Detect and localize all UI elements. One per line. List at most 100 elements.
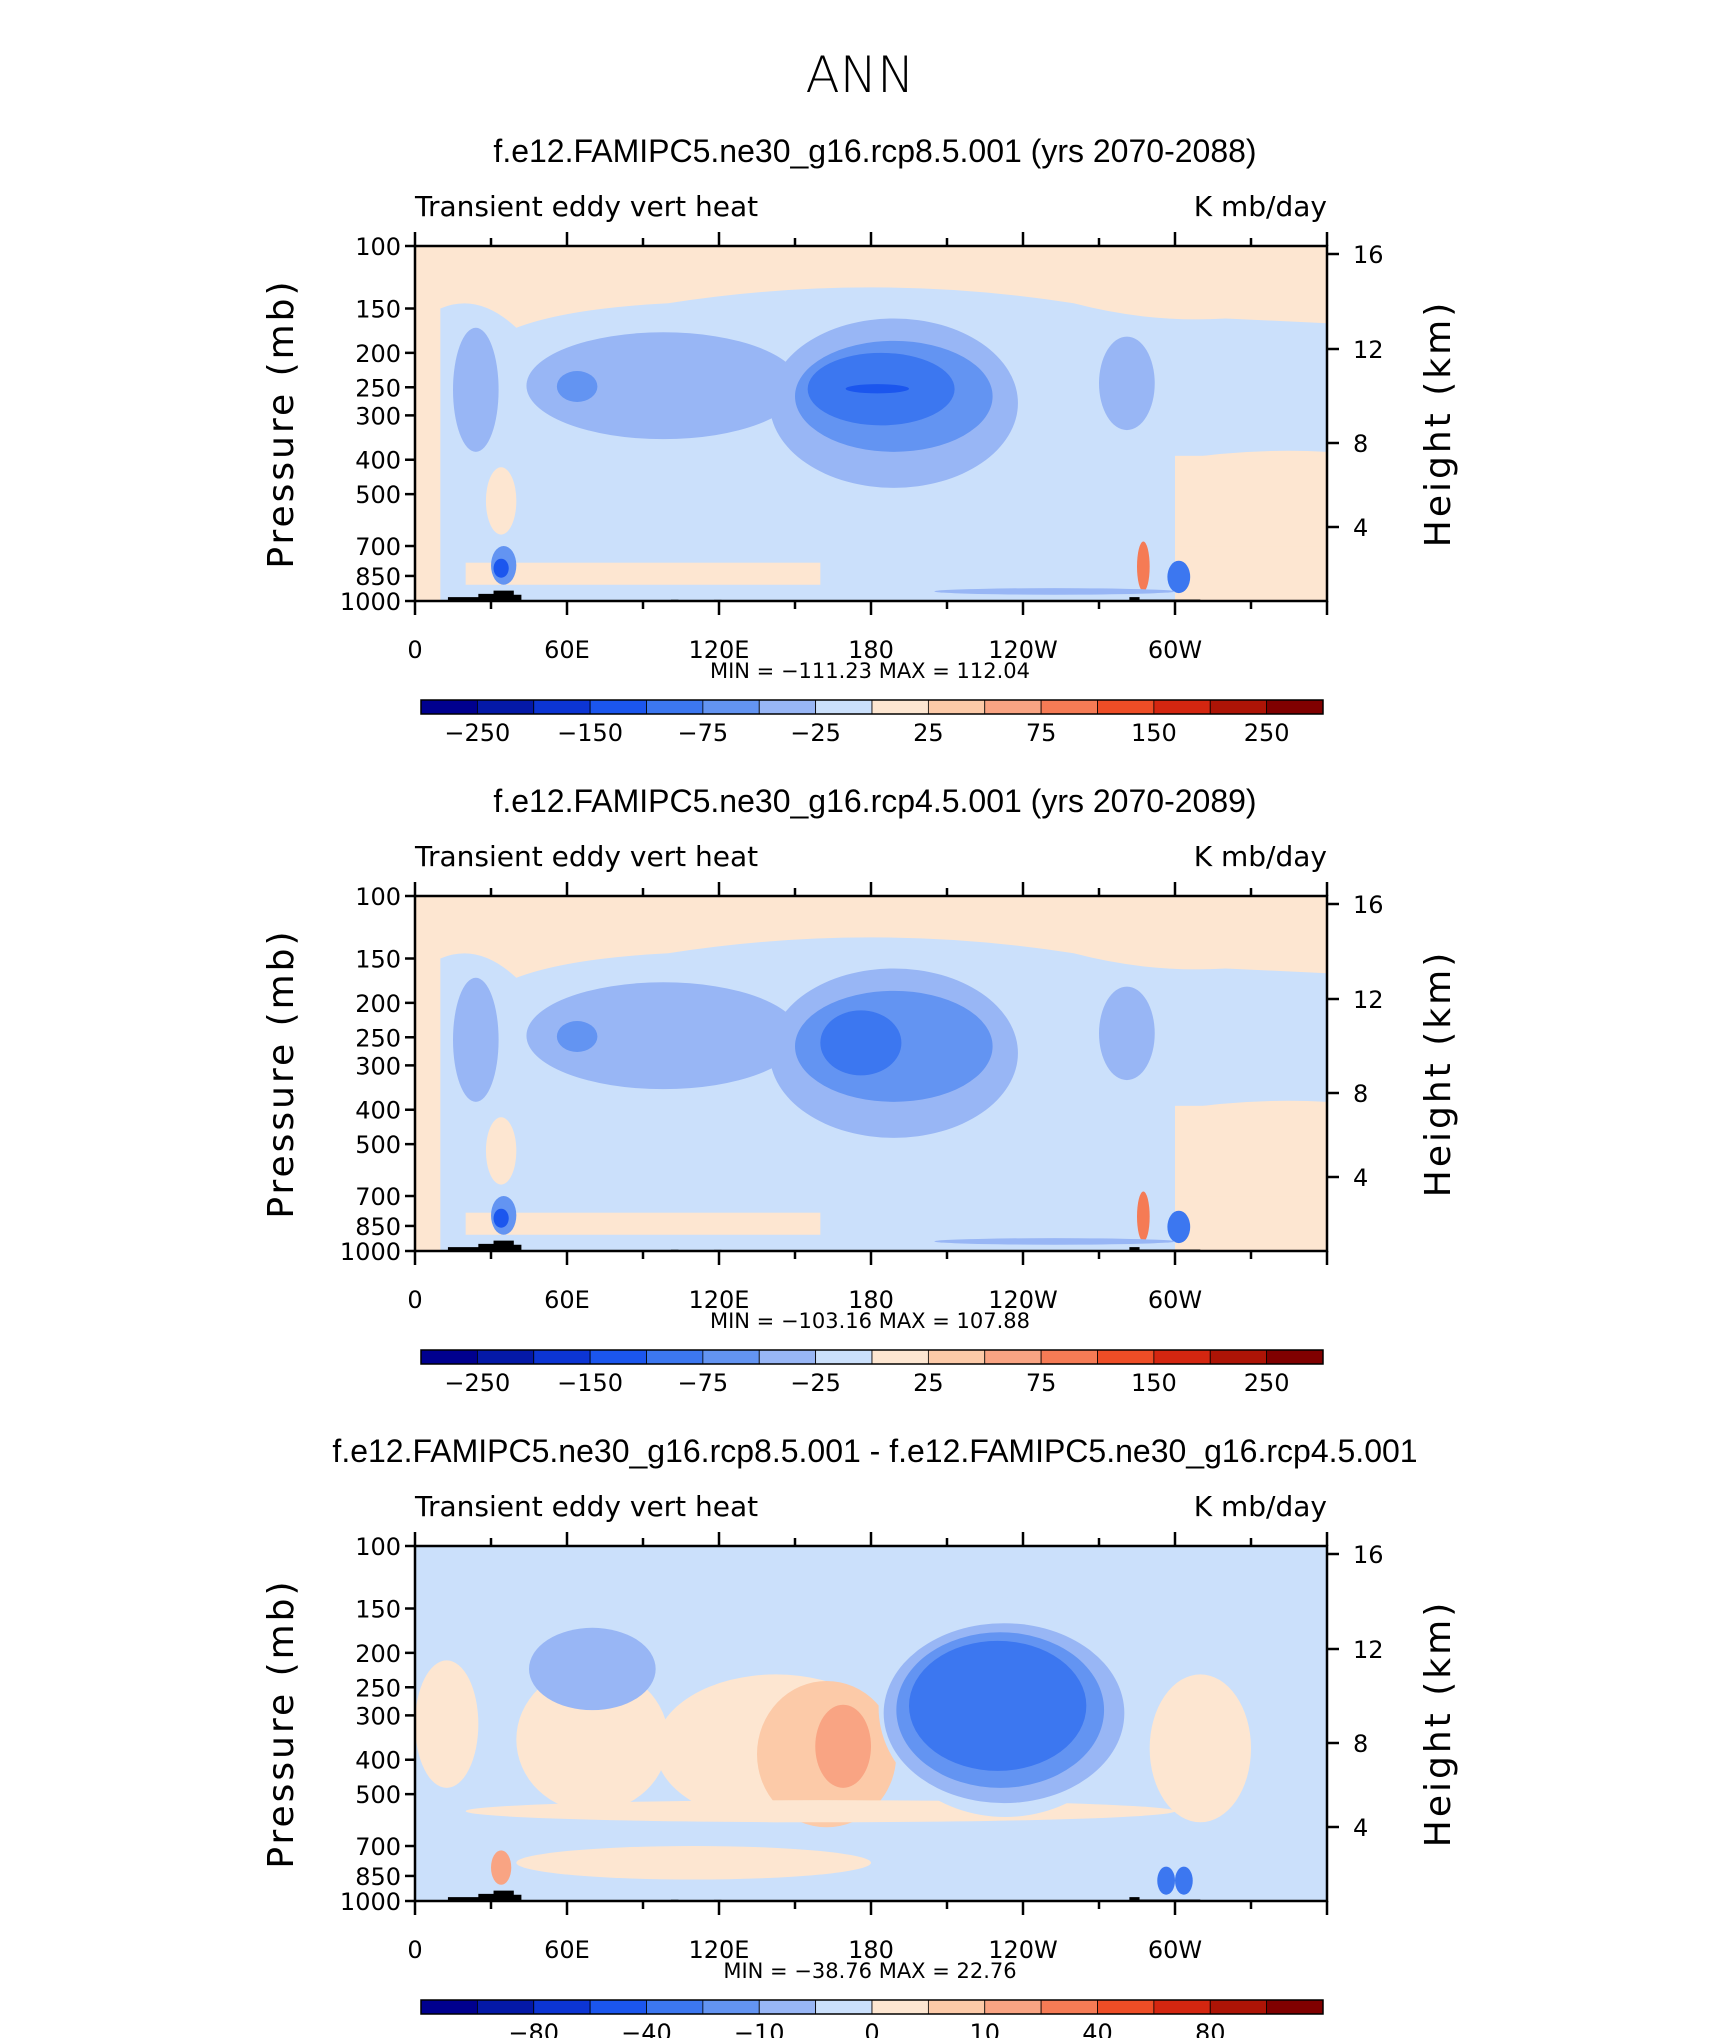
x-tick-label: 180 — [848, 1286, 894, 1314]
y-tick-label: 100 — [355, 883, 401, 911]
colorbar-swatch — [927, 699, 986, 715]
colorbar-swatch — [984, 699, 1042, 715]
contour-positive-patch — [485, 1117, 517, 1185]
y2-tick-label: 16 — [1353, 891, 1384, 919]
contour-negative-core — [493, 558, 509, 578]
colorbar-swatch — [533, 1349, 591, 1365]
colorbar-label: −25 — [790, 1369, 841, 1397]
colorbar-swatch — [420, 699, 478, 715]
colorbar-swatch — [758, 1999, 817, 2015]
colorbar-swatch — [476, 1999, 535, 2015]
contour-negative-cell — [556, 371, 598, 402]
colorbar-label: −250 — [444, 719, 510, 747]
y-axis-label: Pressure (mb) — [261, 928, 302, 1218]
colorbar-swatch — [1040, 1999, 1098, 2015]
colorbar-swatch — [1153, 1349, 1211, 1365]
colorbar-swatch — [476, 699, 535, 715]
units-label: K mb/day — [1194, 190, 1327, 223]
colorbar-swatch — [533, 1999, 591, 2015]
y-tick-label: 300 — [355, 1702, 401, 1730]
colorbar-swatch — [646, 699, 704, 715]
y2-tick-label: 4 — [1353, 1164, 1368, 1192]
x-tick-label: 120W — [988, 636, 1058, 664]
contour-negative-cell — [556, 1021, 598, 1052]
colorbar-swatch — [871, 1349, 929, 1365]
y-tick-label: 500 — [355, 481, 401, 509]
colorbar-swatch — [927, 1349, 986, 1365]
y-tick-label: 400 — [355, 1097, 401, 1125]
stats-label: MIN = −111.23 MAX = 112.04 — [710, 659, 1030, 683]
x-tick-label: 120W — [988, 1286, 1058, 1314]
colorbar-swatch — [1266, 1999, 1324, 2015]
colorbar-label: 75 — [1026, 719, 1057, 747]
stats-label: MIN = −103.16 MAX = 107.88 — [710, 1309, 1030, 1333]
colorbar-label: 75 — [1026, 1369, 1057, 1397]
colorbar-label: −80 — [508, 2019, 559, 2038]
colorbar-swatch — [420, 1999, 478, 2015]
x-tick-label: 60W — [1148, 1286, 1202, 1314]
y2-tick-label: 8 — [1353, 1080, 1368, 1108]
y2-tick-label: 4 — [1353, 1814, 1368, 1842]
y-tick-label: 850 — [355, 1213, 401, 1241]
colorbar-swatch — [815, 1999, 873, 2015]
colorbar-swatch — [1097, 699, 1155, 715]
y-tick-label: 1000 — [340, 588, 401, 616]
y-tick-label: 700 — [355, 1183, 401, 1211]
colorbar-swatch — [702, 1349, 760, 1365]
y2-tick-label: 12 — [1353, 986, 1384, 1014]
y2-axis-label: Height (km) — [1418, 1600, 1459, 1847]
contour-negative-cell — [1099, 336, 1155, 431]
contour-negative-30 — [909, 1640, 1087, 1771]
contour-negative-band — [934, 588, 1175, 595]
contour-positive-patch — [485, 467, 517, 535]
stats-label: MIN = −38.76 MAX = 22.76 — [723, 1959, 1016, 1983]
colorbar-swatch — [589, 1999, 647, 2015]
colorbar-label: −25 — [790, 719, 841, 747]
y-tick-label: 300 — [355, 402, 401, 430]
contour-positive-lower — [516, 1846, 871, 1880]
y2-tick-label: 4 — [1353, 514, 1368, 542]
colorbar-swatch — [702, 699, 760, 715]
x-tick-label: 180 — [848, 636, 894, 664]
colorbar-label: 150 — [1131, 1369, 1177, 1397]
colorbar-swatch — [1097, 1999, 1155, 2015]
colorbar-frame — [420, 1349, 1324, 1365]
contour-negative-50-west — [453, 327, 499, 452]
colorbar-swatch — [589, 1349, 647, 1365]
y-tick-label: 200 — [355, 990, 401, 1018]
y2-axis-label: Height (km) — [1418, 300, 1459, 547]
colorbar-swatch — [871, 699, 929, 715]
colorbar-label: −150 — [557, 719, 623, 747]
colorbar-swatch — [815, 1349, 873, 1365]
y-tick-label: 850 — [355, 1863, 401, 1891]
colorbar-swatch — [1209, 1999, 1268, 2015]
y-tick-label: 400 — [355, 447, 401, 475]
colorbar-swatch — [1040, 699, 1098, 715]
y-tick-label: 150 — [355, 1596, 401, 1624]
colorbar-frame — [420, 699, 1324, 715]
colorbar-label: −10 — [734, 2019, 785, 2038]
x-tick-label: 120E — [689, 636, 750, 664]
colorbar-label: 40 — [1082, 2019, 1113, 2038]
variable-label: Transient eddy vert heat — [414, 190, 758, 223]
y2-tick-label: 16 — [1353, 241, 1384, 269]
colorbar-swatch — [1209, 699, 1268, 715]
colorbar-swatch — [984, 1999, 1042, 2015]
contour-negative-cell — [1099, 986, 1155, 1081]
colorbar-label: −75 — [678, 719, 729, 747]
variable-label: Transient eddy vert heat — [414, 1490, 758, 1523]
contour-negative-100 — [820, 1010, 902, 1076]
contour-positive-mid — [516, 1667, 669, 1812]
contour-negative-cell — [529, 1627, 656, 1711]
contour-positive-lower — [465, 562, 821, 585]
y-tick-label: 1000 — [340, 1238, 401, 1266]
units-label: K mb/day — [1194, 840, 1327, 873]
field — [415, 246, 1327, 601]
y-tick-label: 200 — [355, 1640, 401, 1668]
y-tick-label: 250 — [355, 374, 401, 402]
y-tick-label: 250 — [355, 1024, 401, 1052]
contour-positive-surface — [1137, 1191, 1150, 1242]
x-tick-label: 60W — [1148, 1936, 1202, 1964]
x-tick-label: 60E — [544, 1936, 590, 1964]
